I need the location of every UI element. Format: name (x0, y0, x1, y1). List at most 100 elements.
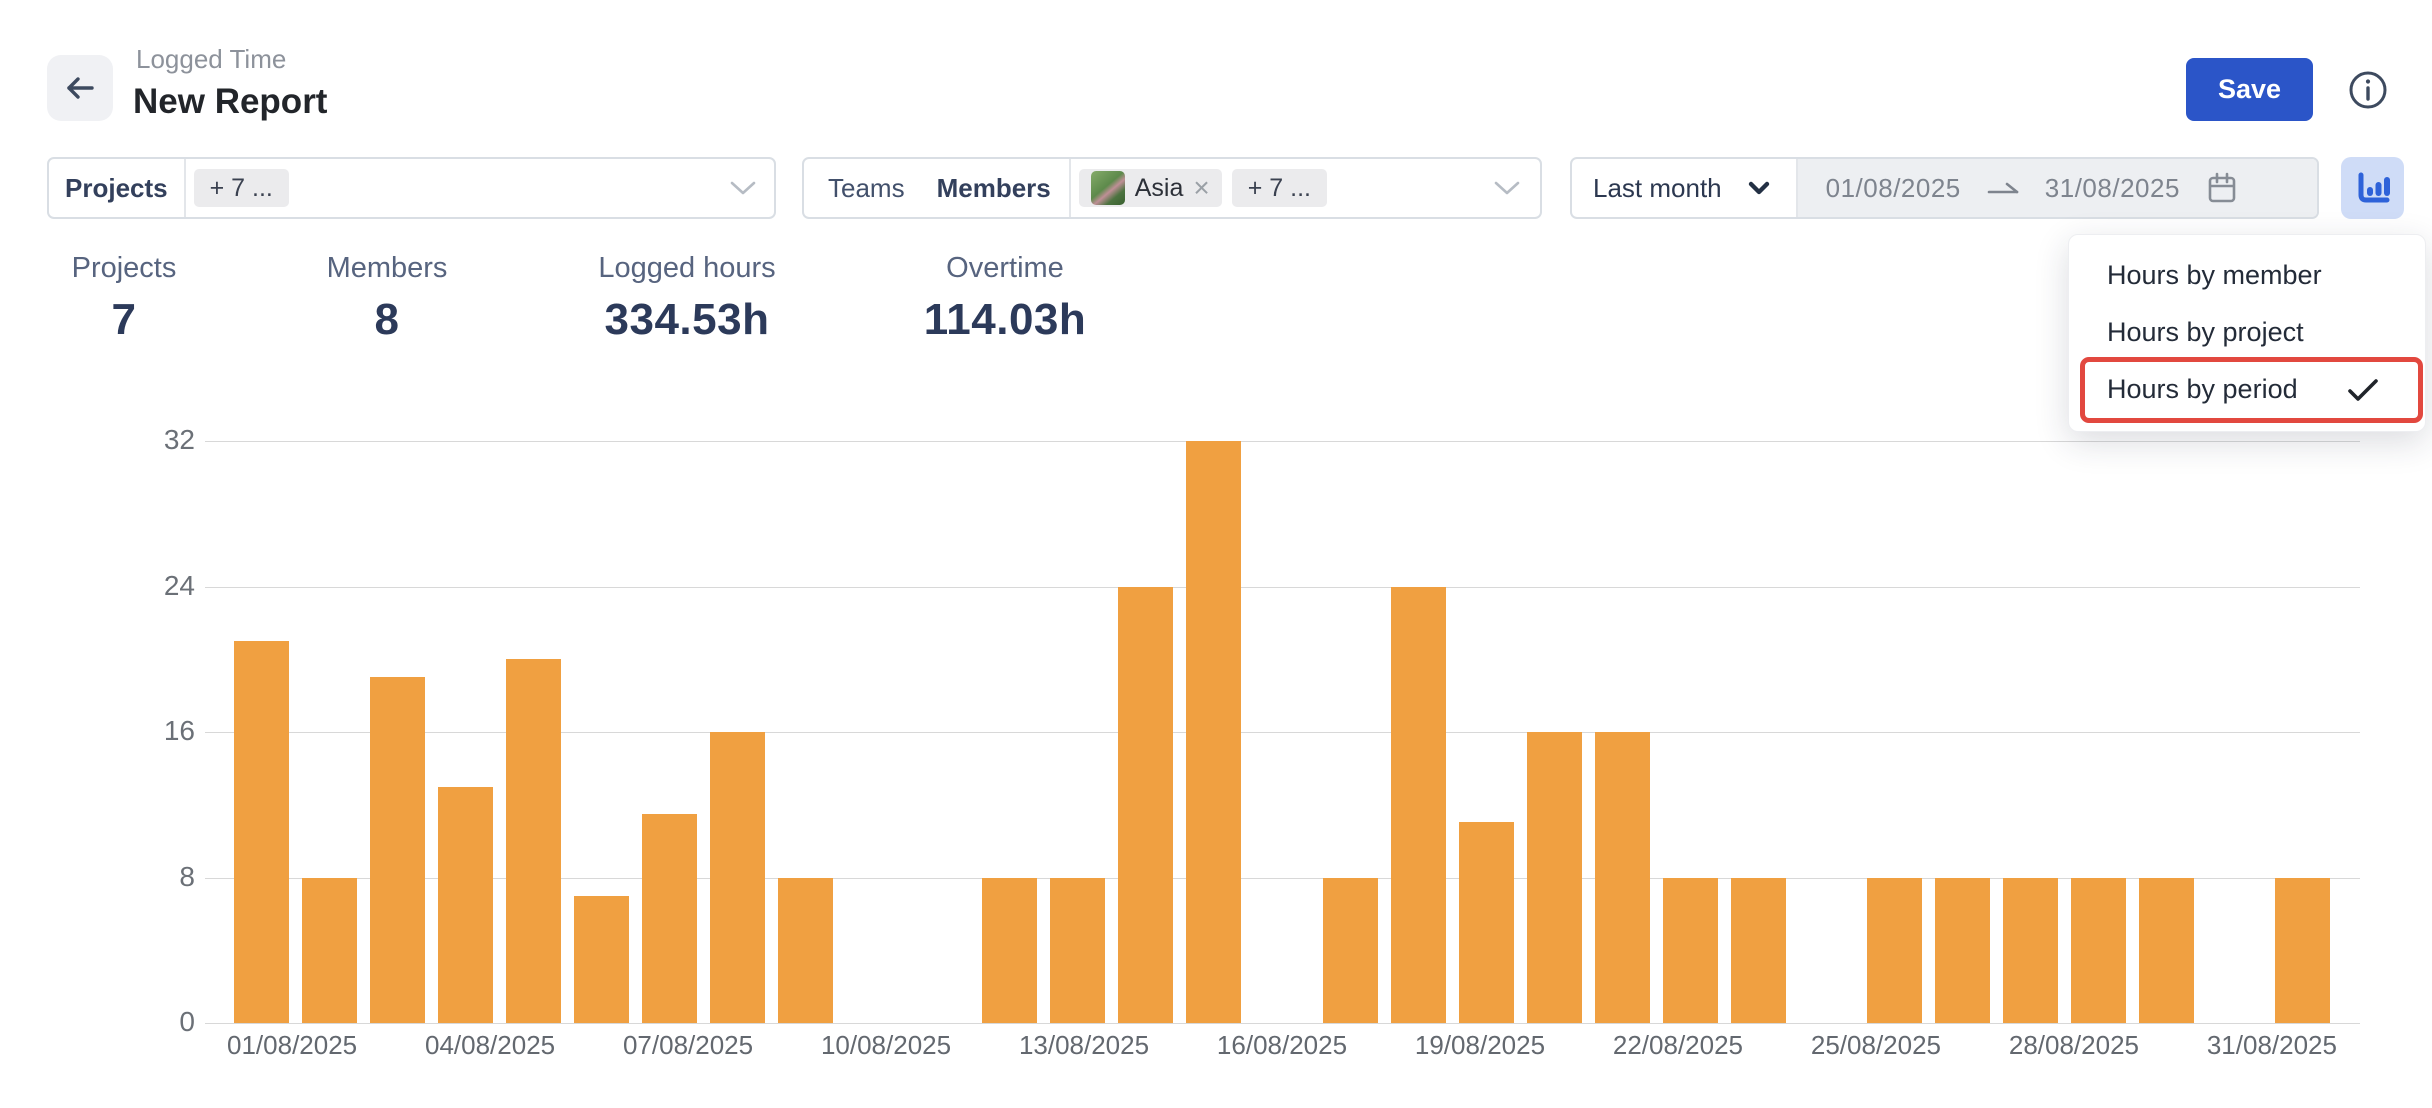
breadcrumb: Logged Time (136, 44, 287, 74)
save-button[interactable]: Save (2186, 58, 2313, 121)
start-date[interactable]: 01/08/2025 (1825, 172, 1961, 203)
bar-slot (1792, 441, 1860, 1023)
end-date[interactable]: 31/08/2025 (2044, 172, 2180, 203)
stat-value: 7 (111, 295, 137, 344)
gridline (205, 732, 2360, 733)
x-axis-label: 28/08/2025 (2008, 1030, 2139, 1060)
x-axis-label (753, 1030, 787, 1061)
bar (1458, 822, 1514, 1023)
x-axis-label (2173, 1030, 2207, 1061)
x-axis-label (589, 1030, 623, 1061)
bar-slot (2201, 441, 2269, 1023)
back-button[interactable] (47, 55, 113, 121)
x-axis-label: 01/08/2025 (227, 1030, 358, 1060)
bar-slot (431, 441, 499, 1023)
bar (1390, 586, 1446, 1023)
bar-slot (1997, 441, 2065, 1023)
x-axis-label (1975, 1030, 2009, 1061)
bar-slot (1520, 441, 1588, 1023)
bar-slot (772, 441, 840, 1023)
teams-members-filter[interactable]: Teams Members Asia × + 7 ... (802, 157, 1542, 219)
bar-slot (1112, 441, 1180, 1023)
gridline (205, 441, 2360, 442)
y-axis-label: 0 (179, 1006, 195, 1037)
bar-slot (363, 441, 431, 1023)
bar-slot (2065, 441, 2133, 1023)
bar (573, 895, 629, 1023)
period-preset-select[interactable]: Last month (1572, 159, 1796, 217)
stat-members: Members 8 (318, 252, 456, 345)
y-axis-label: 24 (163, 569, 195, 601)
bar (982, 877, 1038, 1023)
x-axis-label: 10/08/2025 (820, 1030, 952, 1060)
calendar-icon[interactable] (2206, 171, 2238, 205)
projects-filter[interactable]: Projects + 7 ... (47, 157, 776, 219)
bar (1322, 877, 1378, 1023)
stat-logged-hours: Logged hours 334.53h (582, 252, 792, 345)
bar-slot (840, 441, 908, 1023)
chevron-down-icon (1494, 180, 1520, 196)
bar (1186, 441, 1242, 1023)
date-range[interactable]: 01/08/2025 31/08/2025 (1797, 159, 2317, 217)
stat-label: Logged hours (598, 252, 776, 284)
gridline (205, 586, 2360, 588)
bar (1867, 877, 1923, 1023)
bar-slot (2269, 441, 2337, 1023)
menu-item-hours-by-member[interactable]: Hours by member (2069, 247, 2425, 304)
teams-toggle[interactable]: Teams (828, 172, 905, 203)
x-axis-label: 22/08/2025 (1612, 1030, 1744, 1060)
projects-more-chip[interactable]: + 7 ... (193, 169, 289, 207)
x-axis-label: 19/08/2025 (1414, 1030, 1546, 1060)
stat-overtime: Overtime 114.03h (910, 252, 1100, 345)
bar-slot (1656, 441, 1724, 1023)
avatar (1090, 171, 1125, 205)
bar (2275, 877, 2331, 1023)
bar-slot (227, 441, 295, 1023)
members-more-chip[interactable]: + 7 ... (1231, 169, 1327, 207)
stat-label: Members (326, 252, 448, 284)
menu-item-hours-by-period[interactable]: Hours by period (2069, 361, 2425, 418)
x-axis-label (1149, 1030, 1183, 1061)
x-axis-label (1545, 1030, 1579, 1061)
close-icon[interactable]: × (1193, 172, 1210, 203)
arrow-left-icon (63, 71, 97, 105)
x-axis-label (1579, 1030, 1613, 1061)
bar (369, 677, 425, 1023)
bar (1935, 877, 1991, 1023)
bar (1594, 732, 1650, 1023)
x-axis-label (1743, 1030, 1777, 1061)
chart-type-button[interactable] (2341, 157, 2404, 219)
arrow-right-icon (1985, 178, 2021, 198)
member-chip-asia[interactable]: Asia × (1078, 169, 1222, 207)
x-axis-label: 31/08/2025 (2206, 1030, 2337, 1060)
stat-value: 114.03h (923, 295, 1087, 344)
x-axis-label (391, 1030, 425, 1061)
menu-item-label: Hours by member (2107, 260, 2322, 290)
bar-slot (976, 441, 1044, 1023)
members-toggle[interactable]: Members (936, 172, 1051, 203)
bar-slot (2133, 441, 2201, 1023)
stat-value: 334.53h (604, 295, 770, 344)
bar (778, 877, 834, 1023)
bar-slot (635, 441, 703, 1023)
menu-item-label: Hours by project (2107, 317, 2304, 347)
period-filter[interactable]: Last month 01/08/2025 31/08/2025 (1570, 157, 2319, 219)
bar-slot (1384, 441, 1452, 1023)
x-axis-label (1381, 1030, 1415, 1061)
gridline (205, 1023, 2360, 1024)
member-chip-label: Asia (1134, 173, 1184, 202)
x-axis-label (985, 1030, 1019, 1061)
x-axis-label: 16/08/2025 (1216, 1030, 1348, 1060)
divider (1068, 159, 1071, 217)
bar (1662, 877, 1718, 1023)
page-title: New Report (133, 82, 328, 121)
bar-slot (499, 441, 567, 1023)
info-icon[interactable] (2344, 66, 2392, 114)
bar-slot (1929, 441, 1997, 1023)
bar (1526, 732, 1582, 1023)
menu-item-hours-by-project[interactable]: Hours by project (2069, 304, 2425, 361)
bar (1730, 877, 1786, 1023)
bar (301, 877, 357, 1023)
bar (437, 786, 493, 1023)
period-preset-label: Last month (1593, 172, 1722, 203)
